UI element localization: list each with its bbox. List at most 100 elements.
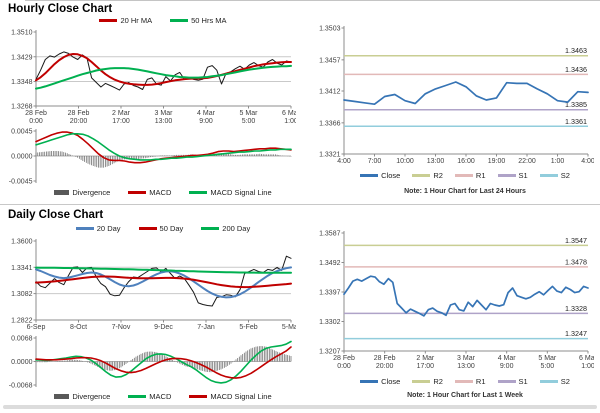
svg-text:1.3463: 1.3463 [565,46,587,55]
hourly-macd-legend: Divergence MACD MACD Signal Line [30,188,296,197]
legend-label: R1 [475,377,486,386]
svg-text:17:00: 17:00 [417,363,435,370]
svg-text:6 Mar: 6 Mar [282,110,296,117]
legend-item: 200 Day [201,224,250,233]
legend-swatch-r1 [454,380,473,383]
svg-text:28 Feb: 28 Feb [68,110,90,117]
svg-text:1.3302: 1.3302 [319,319,341,326]
legend-swatch-macd [128,191,147,194]
svg-text:3 Mar: 3 Mar [155,110,174,117]
svg-text:7-Jan: 7-Jan [197,324,215,331]
legend-swatch-macd-signal [189,191,208,194]
legend-item: S1 [497,377,528,386]
bottom-divider-bar [3,405,597,409]
svg-text:1.3207: 1.3207 [319,349,341,356]
svg-text:1.3341: 1.3341 [11,265,33,272]
svg-text:1.3366: 1.3366 [319,120,341,127]
svg-text:4:00: 4:00 [581,158,594,165]
daily-chart-title: Daily Close Chart [8,209,104,221]
svg-text:1.3348: 1.3348 [11,79,33,86]
legend-swatch-50hr-ma [170,19,189,22]
hourly-ma-legend: 20 Hr MA 50 Hrs MA [30,16,296,25]
svg-text:28 Feb: 28 Feb [374,355,396,362]
svg-text:5:00: 5:00 [541,363,555,370]
hourly-price-chart: 1.3510 1.3429 1.3348 1.3268 28 Feb 0:00 28 Feb… [6,29,296,126]
svg-text:13:00: 13:00 [457,363,475,370]
svg-text:7-Nov: 7-Nov [112,324,131,331]
legend-label: MACD Signal Line [210,188,272,197]
legend-swatch-s1 [497,380,516,383]
legend-swatch-macd [128,395,147,398]
legend-item: Close [360,171,400,180]
hourly-note: Note: 1 Hour Chart for Last 24 Hours [404,188,526,195]
svg-text:13:00: 13:00 [427,158,445,165]
top-border-line [25,0,600,1]
svg-text:22:00: 22:00 [518,158,536,165]
legend-item: 20 Day [75,224,121,233]
daily-note: Note: 1 Hour Chart for Last 1 Week [407,392,523,399]
hourly-levels-legend: Close R2 R1 S1 S2 [306,171,594,180]
svg-text:10:00: 10:00 [396,158,414,165]
legend-item: MACD [128,392,171,401]
svg-text:13:00: 13:00 [155,118,173,125]
svg-text:0.0068: 0.0068 [11,336,33,343]
svg-text:1.3510: 1.3510 [11,30,33,37]
svg-text:1.3397: 1.3397 [319,290,341,297]
legend-item: Close [360,377,400,386]
legend-label: 50 Day [159,224,184,233]
svg-text:7:00: 7:00 [368,158,382,165]
legend-swatch-divergence [54,190,70,195]
daily-levels-legend: Close R2 R1 S1 S2 [306,377,594,386]
svg-text:3 Mar: 3 Mar [457,355,476,362]
legend-swatch-20hr-ma [99,19,118,22]
legend-label: R2 [433,171,443,180]
svg-text:5-Mar: 5-Mar [282,324,296,331]
legend-item: Divergence [54,392,110,401]
svg-text:17:00: 17:00 [112,118,130,125]
legend-label: R1 [475,171,486,180]
svg-text:2 Mar: 2 Mar [416,355,435,362]
legend-item: S2 [539,377,570,386]
svg-text:28 Feb: 28 Feb [25,110,47,117]
legend-swatch-macd-signal [189,395,208,398]
svg-text:1.3082: 1.3082 [11,291,33,298]
legend-label: Divergence [72,392,111,401]
svg-text:4 Mar: 4 Mar [197,110,216,117]
legend-item: 20 Hr MA [99,16,152,25]
legend-label: Close [381,171,401,180]
svg-text:9:00: 9:00 [500,363,514,370]
legend-swatch-s1 [497,174,516,177]
hourly-chart-title: Hourly Close Chart [8,3,113,15]
legend-label: S2 [560,171,570,180]
legend-label: 50 Hrs MA [191,16,227,25]
legend-label: MACD [149,392,172,401]
legend-swatch-50day [138,227,157,230]
svg-text:5 Mar: 5 Mar [538,355,557,362]
svg-text:1.3385: 1.3385 [565,100,587,109]
svg-text:1.3328: 1.3328 [565,304,587,313]
svg-text:5 Mar: 5 Mar [240,110,259,117]
legend-label: 20 Hr MA [120,16,153,25]
legend-label: 20 Day [96,224,121,233]
legend-swatch-divergence [54,394,70,399]
svg-text:2 Mar: 2 Mar [112,110,131,117]
hourly-levels-chart: 1.3503 1.3457 1.3412 1.3366 1.3321 4:00 7:00 10… [306,20,594,168]
svg-text:-0.0068: -0.0068 [9,383,33,390]
legend-item: 50 Hrs MA [170,16,227,25]
svg-text:16:00: 16:00 [457,158,475,165]
legend-label: MACD [149,188,172,197]
legend-label: Divergence [72,188,111,197]
svg-text:5-Feb: 5-Feb [239,324,257,331]
svg-text:0.0000: 0.0000 [11,359,33,366]
svg-text:6-Sep: 6-Sep [27,324,46,331]
svg-text:9-Dec: 9-Dec [154,324,173,331]
svg-text:-0.0045: -0.0045 [9,179,33,186]
legend-swatch-close [360,380,379,383]
svg-text:1.2822: 1.2822 [11,318,33,325]
svg-text:0.0000: 0.0000 [11,154,33,161]
svg-text:20:00: 20:00 [70,118,88,125]
svg-text:8-Oct: 8-Oct [70,324,87,331]
svg-text:1:00: 1:00 [581,363,594,370]
legend-item: MACD Signal Line [189,392,272,401]
